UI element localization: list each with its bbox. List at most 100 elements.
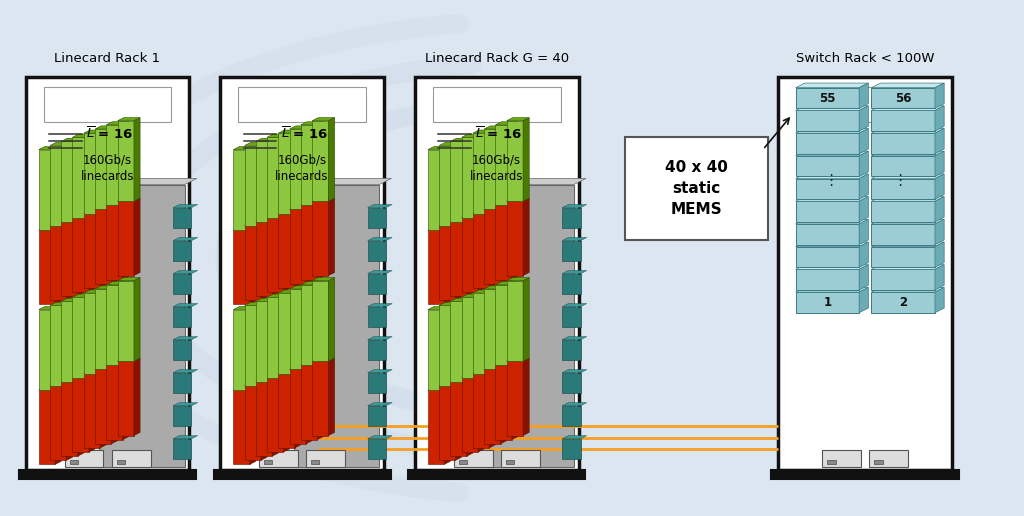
Polygon shape bbox=[871, 106, 944, 110]
Polygon shape bbox=[317, 362, 324, 440]
Polygon shape bbox=[451, 298, 473, 301]
Polygon shape bbox=[78, 138, 84, 222]
Bar bbox=[312, 121, 329, 201]
Polygon shape bbox=[562, 204, 587, 207]
Polygon shape bbox=[512, 122, 518, 205]
Bar bbox=[796, 88, 859, 108]
Bar bbox=[562, 207, 581, 228]
Bar bbox=[562, 273, 581, 294]
Polygon shape bbox=[871, 83, 944, 88]
Polygon shape bbox=[272, 379, 279, 456]
Bar bbox=[220, 77, 384, 470]
Polygon shape bbox=[935, 151, 944, 176]
Polygon shape bbox=[507, 198, 529, 201]
Polygon shape bbox=[456, 223, 462, 300]
Bar bbox=[233, 310, 250, 390]
Polygon shape bbox=[284, 375, 290, 452]
Polygon shape bbox=[562, 237, 587, 240]
Polygon shape bbox=[306, 206, 312, 284]
Bar bbox=[256, 382, 272, 456]
Polygon shape bbox=[562, 436, 587, 439]
Bar bbox=[439, 386, 456, 460]
Bar bbox=[496, 125, 512, 205]
Bar bbox=[73, 218, 89, 292]
Polygon shape bbox=[451, 219, 473, 222]
Polygon shape bbox=[256, 298, 279, 301]
Bar bbox=[439, 146, 456, 226]
Polygon shape bbox=[261, 142, 267, 226]
Polygon shape bbox=[173, 303, 198, 307]
Bar bbox=[507, 361, 523, 436]
Bar bbox=[462, 297, 478, 378]
Polygon shape bbox=[295, 370, 301, 448]
Polygon shape bbox=[444, 307, 451, 390]
Polygon shape bbox=[250, 387, 256, 464]
Polygon shape bbox=[859, 128, 868, 154]
Polygon shape bbox=[796, 106, 868, 110]
Polygon shape bbox=[473, 370, 496, 374]
Polygon shape bbox=[312, 118, 335, 121]
Polygon shape bbox=[284, 134, 290, 218]
Bar bbox=[267, 137, 284, 218]
Polygon shape bbox=[39, 387, 61, 390]
Polygon shape bbox=[512, 282, 518, 365]
Text: 160Gb/s: 160Gb/s bbox=[472, 153, 521, 167]
Bar bbox=[462, 378, 478, 452]
Text: $\overline{L}$ = 16: $\overline{L}$ = 16 bbox=[86, 126, 133, 142]
Bar bbox=[39, 390, 55, 464]
Polygon shape bbox=[473, 211, 496, 214]
Bar bbox=[415, 77, 579, 470]
Bar bbox=[301, 125, 317, 205]
Polygon shape bbox=[279, 211, 301, 214]
Polygon shape bbox=[250, 147, 256, 230]
Bar bbox=[245, 305, 261, 386]
Polygon shape bbox=[95, 286, 118, 289]
Polygon shape bbox=[173, 204, 198, 207]
Bar bbox=[874, 460, 883, 464]
Bar bbox=[95, 369, 112, 444]
Polygon shape bbox=[456, 383, 462, 460]
Polygon shape bbox=[859, 83, 868, 108]
Polygon shape bbox=[935, 106, 944, 131]
Polygon shape bbox=[523, 198, 529, 276]
Text: 1: 1 bbox=[823, 296, 831, 309]
Bar bbox=[871, 133, 935, 154]
Polygon shape bbox=[496, 362, 518, 365]
Polygon shape bbox=[329, 118, 335, 201]
Polygon shape bbox=[935, 242, 944, 267]
Bar bbox=[496, 365, 512, 440]
Bar bbox=[312, 281, 329, 361]
Polygon shape bbox=[871, 174, 944, 179]
Bar bbox=[562, 240, 581, 261]
Bar bbox=[428, 150, 444, 230]
Bar bbox=[50, 226, 67, 300]
Bar bbox=[871, 88, 935, 108]
Polygon shape bbox=[796, 197, 868, 201]
Polygon shape bbox=[301, 362, 324, 365]
Polygon shape bbox=[261, 383, 267, 460]
Text: 160Gb/s: 160Gb/s bbox=[83, 153, 132, 167]
Polygon shape bbox=[796, 287, 868, 292]
Polygon shape bbox=[100, 211, 106, 288]
Polygon shape bbox=[295, 211, 301, 288]
Polygon shape bbox=[484, 206, 507, 209]
Polygon shape bbox=[484, 286, 507, 289]
Bar bbox=[484, 369, 501, 444]
Bar bbox=[173, 340, 191, 360]
Polygon shape bbox=[95, 366, 118, 369]
Polygon shape bbox=[507, 358, 529, 361]
Polygon shape bbox=[496, 122, 518, 125]
Bar bbox=[173, 439, 191, 459]
Bar bbox=[428, 310, 444, 390]
Polygon shape bbox=[496, 282, 518, 285]
Text: linecards: linecards bbox=[81, 170, 134, 183]
Polygon shape bbox=[256, 138, 279, 141]
Bar bbox=[507, 281, 523, 361]
Polygon shape bbox=[512, 362, 518, 440]
Bar bbox=[428, 230, 444, 304]
Bar bbox=[173, 273, 191, 294]
Bar bbox=[99, 185, 184, 467]
Bar bbox=[84, 214, 100, 288]
Bar bbox=[245, 226, 261, 300]
Bar bbox=[451, 222, 467, 296]
